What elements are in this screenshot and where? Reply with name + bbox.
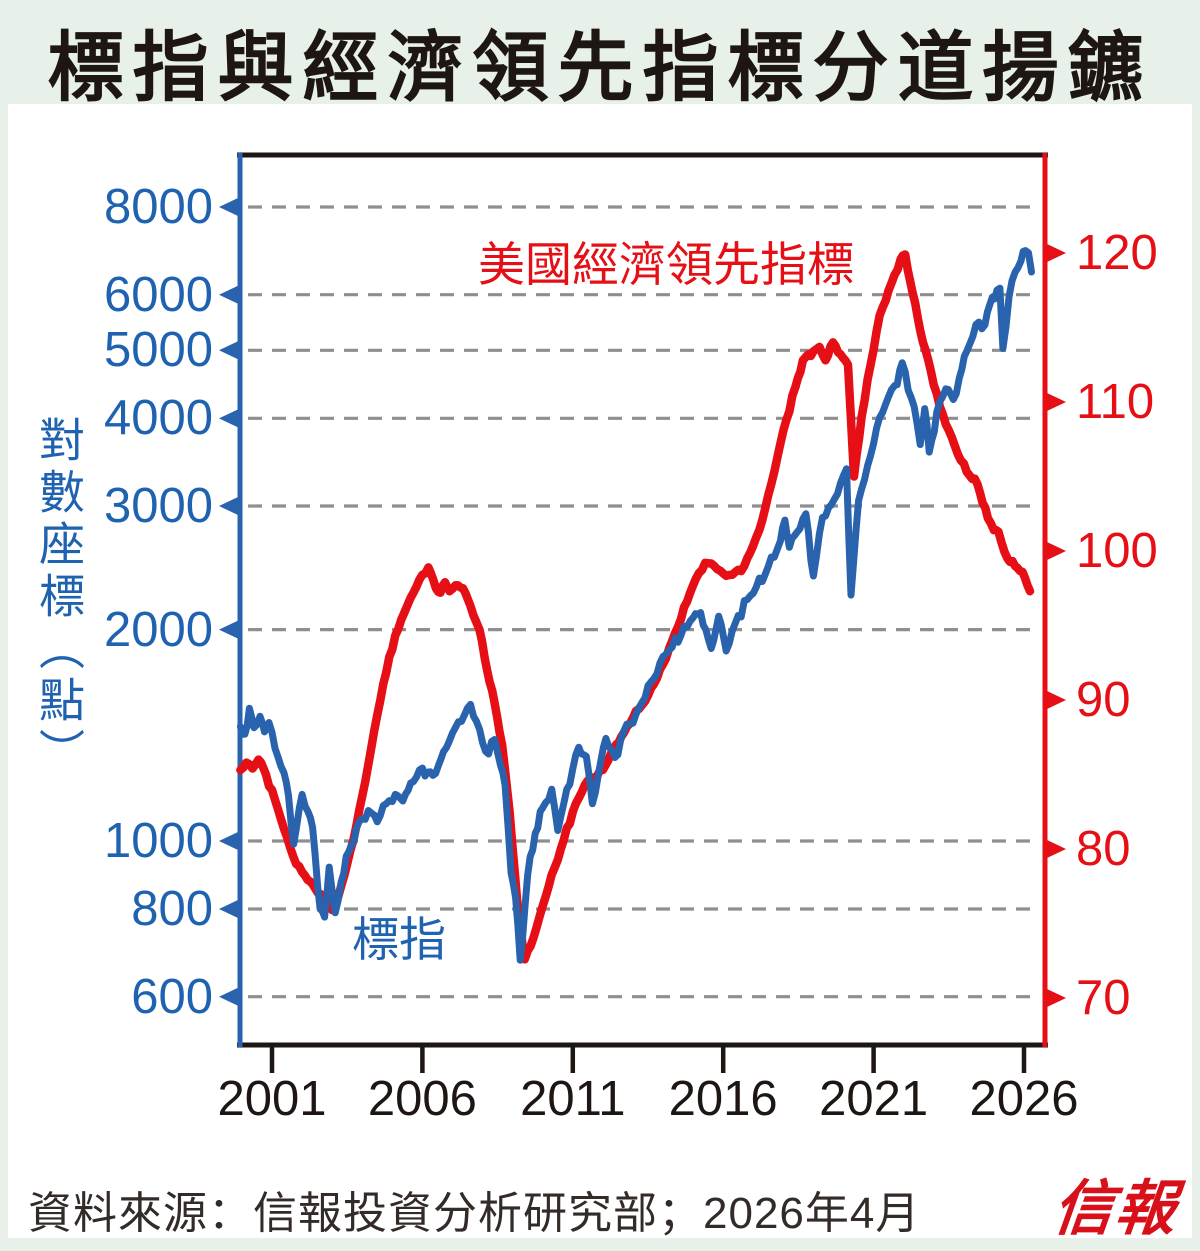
hkej-logo: 信報: [1049, 1174, 1182, 1244]
yl-tick-label: 8000: [103, 180, 213, 234]
left-axis-tick-arrow: [219, 497, 238, 516]
left-axis-tick-arrow: [219, 198, 238, 216]
yl-tick-label: 3000: [103, 479, 213, 534]
left-axis-tick-arrow: [219, 900, 238, 918]
right-axis-tick-arrow: [1047, 989, 1066, 1007]
yr-tick-label: 80: [1076, 822, 1131, 876]
left-axis-title: 對數座標（點）: [33, 416, 85, 780]
left-axis-tick-arrow: [219, 285, 238, 304]
yl-tick-label: 4000: [103, 391, 213, 446]
yl-tick-label: 2000: [103, 602, 213, 657]
yl-tick-label: 600: [131, 969, 213, 1024]
left-axis-tick-arrow: [219, 341, 238, 360]
left-axis-tick-arrow: [219, 831, 238, 850]
yr-tick-label: 110: [1076, 375, 1155, 429]
x-tick-label: 2011: [520, 1072, 626, 1126]
yr-tick-label: 70: [1076, 971, 1131, 1025]
yl-tick-label: 6000: [103, 267, 213, 322]
right-axis-tick-arrow: [1047, 244, 1066, 262]
left-axis-tick-arrow: [219, 987, 238, 1006]
left-axis-tick-arrow: [219, 409, 238, 428]
chart-title: 標指與經濟領先指標分道揚鑣: [47, 26, 1153, 111]
right-axis-tick-arrow: [1047, 393, 1066, 411]
left-axis-tick-arrow: [219, 620, 238, 639]
series-label-leading-indicator: 美國經濟領先指標: [478, 238, 854, 291]
series-label-sp-index: 標指: [352, 913, 446, 966]
right-axis-tick-arrow: [1047, 840, 1066, 858]
x-tick-label: 2021: [819, 1072, 929, 1126]
line-leading-indicator: [236, 250, 1035, 964]
yr-tick-label: 120: [1076, 226, 1158, 280]
yl-tick-label: 1000: [103, 813, 213, 868]
line-sp-index: [236, 247, 1035, 964]
yl-tick-label: 800: [131, 882, 213, 936]
yr-tick-label: 90: [1076, 673, 1131, 727]
right-axis-tick-arrow: [1047, 691, 1066, 709]
yr-tick-label: 100: [1076, 524, 1158, 578]
x-tick-label: 2001: [217, 1072, 327, 1126]
source-note: 資料來源：信報投資分析研究部；2026年4月: [28, 1189, 921, 1238]
x-tick-label: 2006: [367, 1072, 477, 1126]
x-tick-label: 2016: [668, 1072, 778, 1126]
yl-tick-label: 5000: [103, 323, 213, 378]
x-tick-label: 2026: [969, 1072, 1079, 1126]
right-axis-tick-arrow: [1047, 542, 1066, 560]
